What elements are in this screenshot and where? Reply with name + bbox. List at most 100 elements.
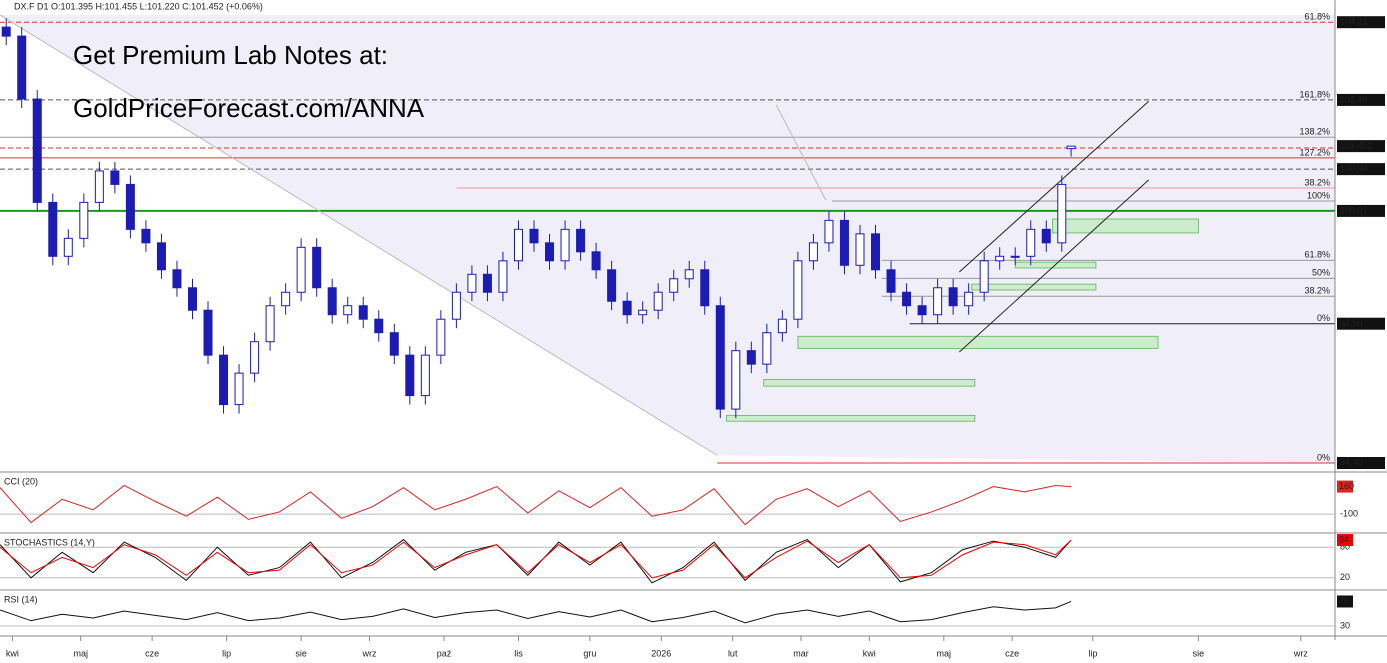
candle-body <box>125 183 135 230</box>
fib-label: 161.8% <box>1299 89 1330 99</box>
candle-body <box>343 305 353 316</box>
candle-body <box>964 291 974 307</box>
price-box <box>1337 16 1385 29</box>
candle-body <box>389 332 399 356</box>
watermark: Get Premium Lab Notes at: <box>73 40 388 70</box>
fib-label: 127.2% <box>1299 147 1330 157</box>
candle-body <box>63 237 73 257</box>
price-box <box>1337 163 1385 176</box>
candle-body <box>545 242 555 262</box>
candle-body <box>482 273 492 293</box>
candle-body <box>17 35 27 100</box>
candle-body <box>700 269 710 307</box>
candle-body <box>917 305 927 316</box>
x-tick-label: mar <box>793 648 809 658</box>
fib-label: 38.2% <box>1304 286 1330 296</box>
candle-body <box>1057 183 1067 244</box>
candle-body <box>436 318 446 356</box>
candle-body <box>203 309 213 356</box>
fib-label: 0% <box>1317 452 1330 462</box>
candle-body <box>808 242 818 262</box>
price-label: 104.21 <box>1340 17 1368 27</box>
x-tick-label: lip <box>222 648 231 658</box>
y-tick-label: -100 <box>1340 508 1358 518</box>
candle-body <box>731 350 741 410</box>
x-tick-label: lis <box>514 648 523 658</box>
candle-body <box>948 287 958 307</box>
candle-body <box>327 287 337 316</box>
candle-body <box>1 26 11 37</box>
candle-body <box>281 291 291 307</box>
chart-title: DX.F D1 O:101.395 H:101.455 L:101.220 C:… <box>14 1 263 11</box>
candle-body <box>871 233 881 271</box>
candle-body <box>1041 228 1051 244</box>
watermark: GoldPriceForecast.com/ANNA <box>73 93 425 123</box>
candle-body <box>234 372 244 406</box>
trendline <box>0 14 718 456</box>
panel-title: STOCHASTICS (14,Y) <box>4 537 95 547</box>
candle-body <box>451 291 461 320</box>
x-tick-label: sie <box>1193 648 1205 658</box>
candle-body <box>1026 228 1036 257</box>
candle-body <box>684 269 694 280</box>
candle-body <box>467 273 477 293</box>
fib-label: 100% <box>1307 190 1330 200</box>
candle-body <box>1066 145 1076 150</box>
x-tick-label: maj <box>937 648 952 658</box>
x-tick-label: cze <box>145 648 159 658</box>
candle-body <box>839 219 849 266</box>
demand-zone <box>763 379 976 387</box>
candle-body <box>187 287 197 311</box>
candle-body <box>529 228 539 244</box>
x-tick-label: paź <box>437 648 452 658</box>
x-tick-label: gru <box>583 648 596 658</box>
candle-body <box>405 354 415 397</box>
y-tick-label: 80 <box>1340 542 1350 552</box>
indicator-line <box>0 539 1072 579</box>
indicator-line <box>0 601 1072 624</box>
panel-title: RSI (14) <box>4 594 38 604</box>
y-tick-label: 30 <box>1340 620 1350 630</box>
last-value-label: 94 <box>1339 534 1349 544</box>
fib-label: 61.8% <box>1304 12 1330 22</box>
fib-label: 0% <box>1317 313 1330 323</box>
price-label: 100.94 <box>1340 164 1368 174</box>
candle-body <box>995 255 1005 262</box>
trendline <box>775 104 827 201</box>
candle-body <box>296 246 306 293</box>
candle-body <box>979 260 989 293</box>
candle-body <box>358 305 368 320</box>
shaded-area <box>0 15 1335 464</box>
candle-body <box>250 341 260 374</box>
last-value-box <box>1337 480 1353 493</box>
candle-body <box>265 305 275 343</box>
candle-body <box>94 170 104 203</box>
demand-zone <box>797 335 1159 349</box>
x-tick-label: maj <box>73 648 88 658</box>
demand-zone <box>971 283 1097 291</box>
candle-body <box>933 287 943 316</box>
last-value-label: 160 <box>1339 481 1354 491</box>
x-tick-label: kwi <box>6 648 19 658</box>
price-box <box>1337 140 1385 153</box>
candle-body <box>1010 255 1020 258</box>
fib-label: 50% <box>1312 268 1330 278</box>
candle-body <box>777 318 787 334</box>
last-value-label: 76 <box>1339 596 1349 606</box>
candle-body <box>48 201 58 257</box>
y-tick-label: 20 <box>1340 572 1350 582</box>
fib-label: 61.8% <box>1304 250 1330 260</box>
candle-body <box>32 98 42 203</box>
x-tick-label: lip <box>1088 648 1097 658</box>
fib-label: 138.2% <box>1299 127 1330 137</box>
trendline <box>959 100 1150 273</box>
price-box <box>1337 457 1385 470</box>
candle-body <box>560 228 570 262</box>
price-label: 102.48 <box>1340 94 1368 104</box>
x-tick-label: wrz <box>1293 648 1308 658</box>
candle-body <box>79 201 89 239</box>
candle-body <box>513 228 523 262</box>
fib-label: 38.2% <box>1304 177 1330 187</box>
candle-body <box>312 246 322 289</box>
candle-body <box>902 291 912 307</box>
